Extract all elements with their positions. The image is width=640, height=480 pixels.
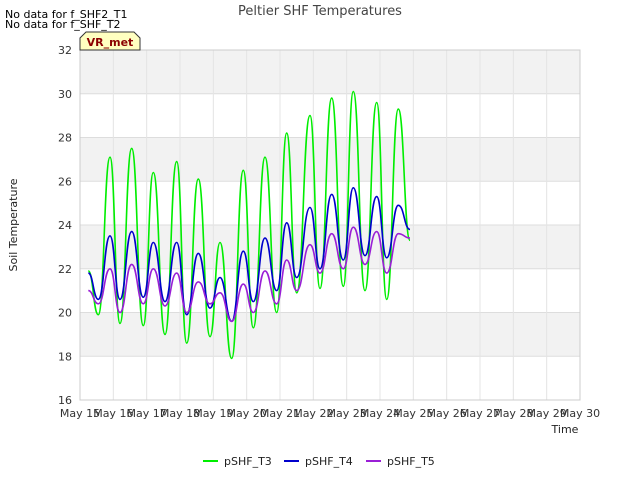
plot-band	[80, 268, 580, 313]
series-lines	[87, 90, 411, 360]
legend-label-pSHF_T3: pSHF_T3	[224, 455, 272, 468]
series-line-pSHF_T3	[87, 90, 411, 360]
plot-band	[80, 312, 580, 357]
plot-band	[80, 356, 580, 400]
legend: pSHF_T3 pSHF_T4 pSHF_T5	[203, 455, 435, 468]
plot-band	[80, 93, 580, 138]
chart-title: Peltier SHF Temperatures	[238, 4, 402, 19]
y-tick-label: 28	[58, 132, 72, 145]
y-tick-label: 30	[58, 88, 72, 101]
y-axis-label: Soil Temperature	[7, 178, 20, 271]
y-tick-label: 20	[58, 307, 72, 320]
no-data-note-1: No data for f_SHF2_T1	[5, 8, 128, 21]
series-line-pSHF_T4	[87, 187, 411, 323]
series-line-pSHF_T5	[88, 226, 411, 323]
plot-frame	[79, 49, 581, 401]
y-tick-label: 18	[58, 350, 72, 363]
x-tick-label: May 30	[560, 407, 600, 420]
x-tick-label: May 16	[93, 407, 133, 420]
plot-band	[80, 181, 580, 225]
y-tick-label: 26	[58, 175, 72, 188]
x-tick-label: May 17	[127, 407, 167, 420]
y-tick-label: 22	[58, 263, 72, 276]
legend-label-pSHF_T4: pSHF_T4	[305, 455, 353, 468]
y-tick-label: 16	[58, 394, 72, 407]
vr-met-badge: VR_met	[79, 31, 141, 51]
x-tick-label: May 29	[527, 407, 567, 420]
x-tick-label: May 21	[260, 407, 300, 420]
x-tick-label: May 26	[427, 407, 467, 420]
x-tick-label: May 27	[460, 407, 500, 420]
x-tick-label: May 15	[60, 407, 100, 420]
x-tick-label: May 24	[360, 407, 400, 420]
x-tick-label: May 22	[293, 407, 333, 420]
y-tick-label: 32	[58, 44, 72, 57]
x-tick-label: May 18	[160, 407, 200, 420]
y-tick-label: 24	[58, 219, 72, 232]
plot-band	[80, 137, 580, 182]
x-tick-label: May 20	[227, 407, 267, 420]
x-tick-label: May 25	[393, 407, 433, 420]
x-tick-label: May 23	[327, 407, 367, 420]
y-axis: 16 18 20 22 24 26 28 30 32	[58, 44, 72, 407]
x-tick-label: May 28	[493, 407, 533, 420]
plot-band	[80, 50, 580, 94]
legend-label-pSHF_T5: pSHF_T5	[387, 455, 435, 468]
plot-band	[80, 225, 580, 269]
x-axis-label: Time	[551, 423, 579, 436]
badge-label: VR_met	[87, 36, 134, 49]
no-data-note-2: No data for f_SHF_T2	[5, 18, 121, 31]
x-tick-label: May 19	[193, 407, 233, 420]
plot-background	[80, 50, 580, 400]
badge-shape	[79, 31, 141, 51]
